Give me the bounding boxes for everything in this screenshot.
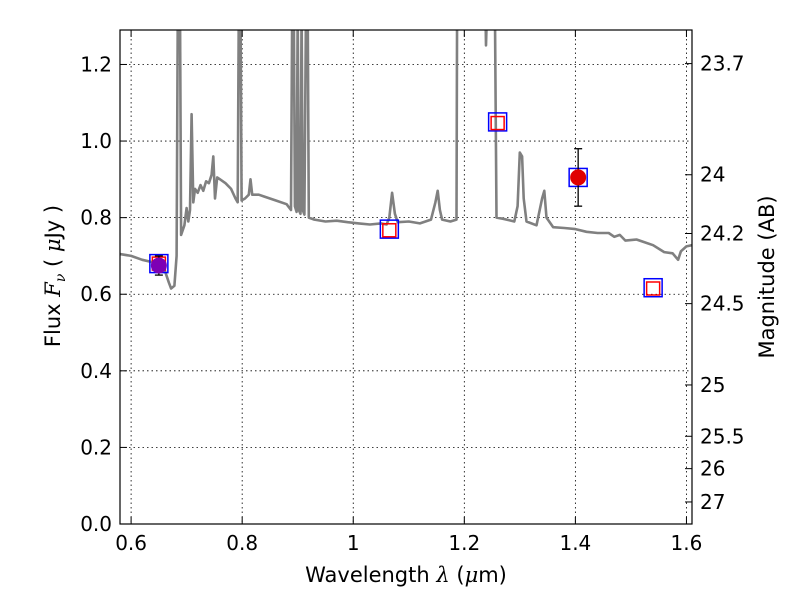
template-spectrum-line bbox=[120, 30, 692, 290]
y2-tick-label: 24.5 bbox=[700, 292, 745, 316]
y2-tick-label: 25 bbox=[700, 373, 725, 397]
grid-lines bbox=[120, 30, 692, 525]
x-tick-label: 1.4 bbox=[559, 531, 591, 555]
y2-tick-label: 24 bbox=[700, 163, 725, 187]
plot-area bbox=[120, 30, 692, 298]
axis-ticks: 0.6 0.8 1 1.2 1.4 1.6 0.0 0.2 0.4 0.6 0.8 1.0 1.2 23.… bbox=[80, 30, 745, 555]
y-tick-label: 0.2 bbox=[80, 435, 112, 459]
axes-frame bbox=[119, 29, 693, 525]
synthetic-square-marker bbox=[645, 281, 661, 296]
observed-flux-point bbox=[570, 169, 587, 186]
synthetic-square-marker bbox=[490, 115, 505, 131]
x-tick-label: 1.6 bbox=[671, 531, 703, 555]
y-tick-label: 0.8 bbox=[80, 206, 112, 230]
x-tick-label: 1.2 bbox=[448, 531, 480, 555]
x-tick-label: 0.8 bbox=[226, 531, 258, 555]
secondary-y-axis-label: Magnitude (AB) bbox=[755, 195, 779, 358]
y2-tick-label: 24.2 bbox=[700, 222, 745, 246]
y-tick-label: 0.6 bbox=[80, 282, 112, 306]
y2-tick-label: 23.7 bbox=[700, 52, 745, 76]
y-tick-label: 0.0 bbox=[80, 512, 112, 536]
model-square-marker bbox=[643, 277, 663, 298]
observed-flux-point bbox=[150, 257, 167, 274]
y-tick-label: 1.2 bbox=[80, 52, 112, 76]
y-tick-label: 0.4 bbox=[80, 359, 112, 383]
model-square-marker bbox=[379, 219, 400, 239]
y-axis-label: Flux Fν ( μJy ) bbox=[41, 205, 69, 347]
y2-tick-label: 27 bbox=[700, 490, 725, 514]
x-tick-label: 0.6 bbox=[115, 531, 147, 555]
x-tick-label: 1 bbox=[347, 531, 360, 555]
synthetic-square-marker bbox=[382, 223, 397, 238]
y2-tick-label: 26 bbox=[700, 457, 725, 481]
x-axis-label: Wavelength λ (μm) bbox=[305, 563, 507, 587]
y-tick-label: 1.0 bbox=[80, 129, 112, 153]
model-square-marker bbox=[487, 112, 508, 132]
y2-tick-label: 25.5 bbox=[700, 424, 745, 448]
